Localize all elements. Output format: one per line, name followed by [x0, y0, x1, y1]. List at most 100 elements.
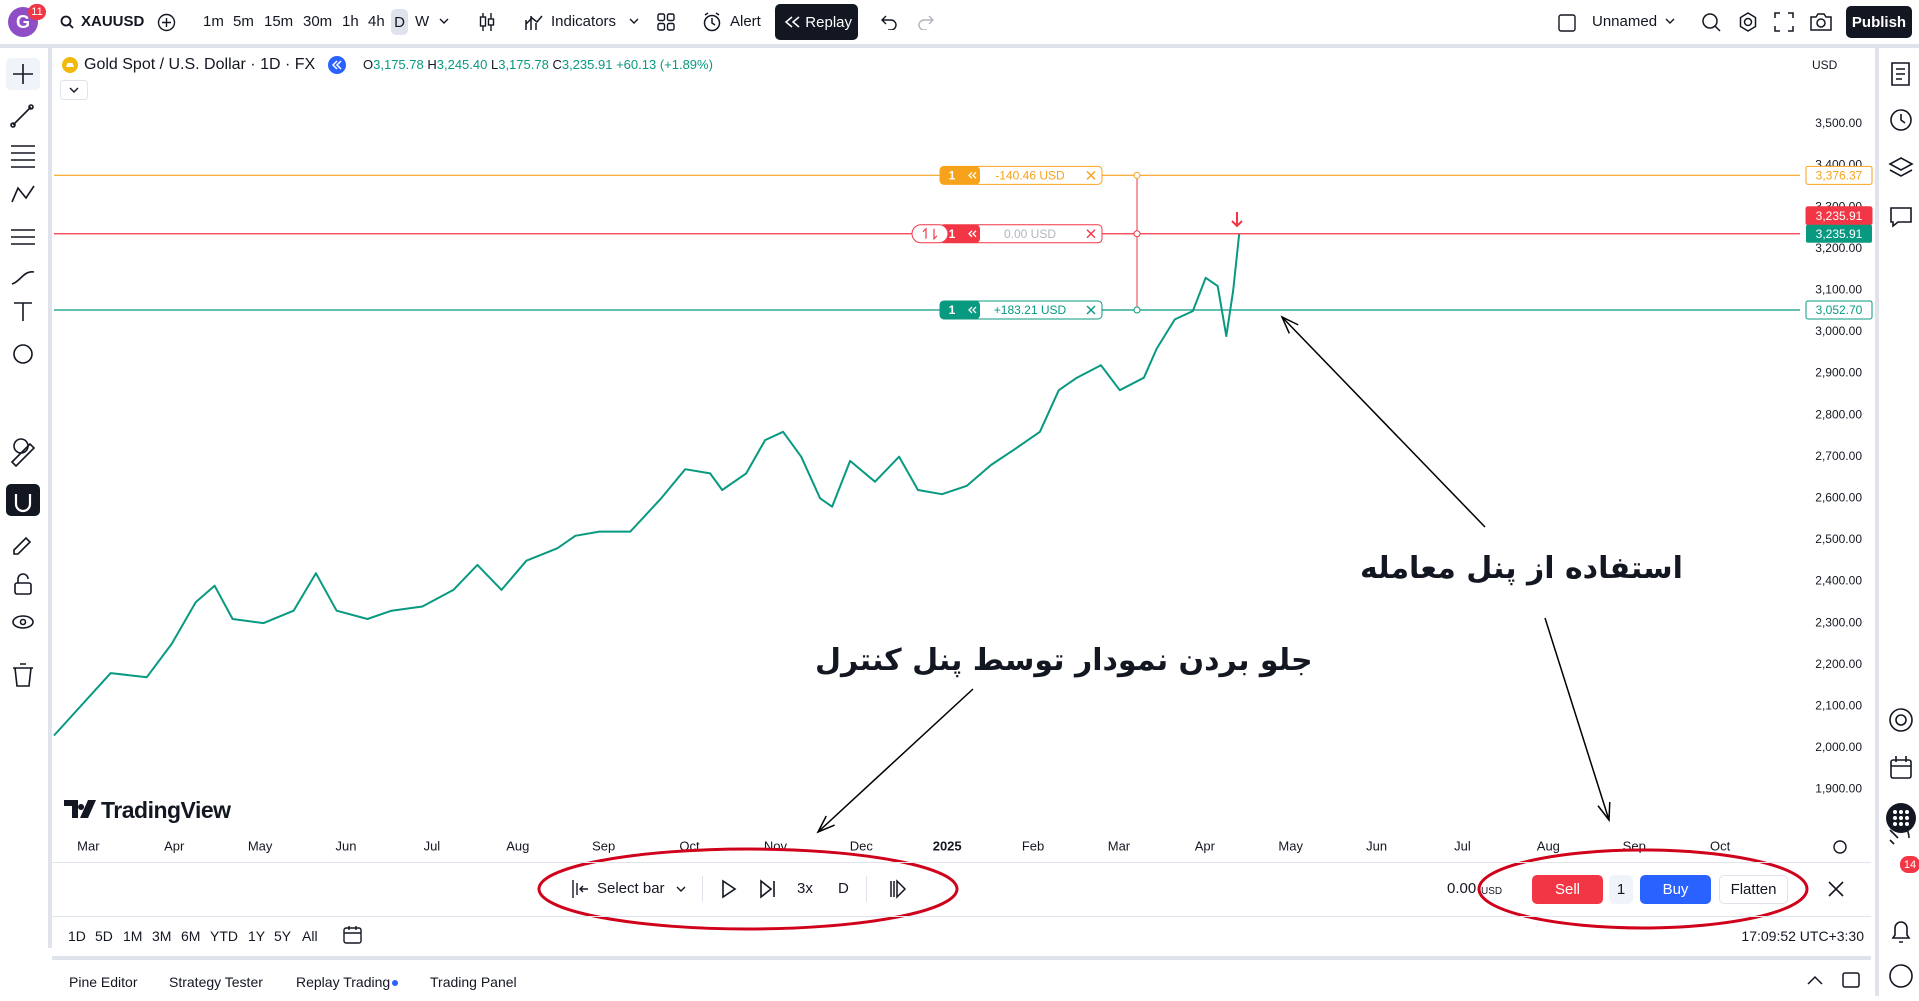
interval[interactable]: 4h	[368, 13, 385, 30]
close-replay[interactable]	[1828, 881, 1844, 897]
play-button[interactable]	[721, 879, 737, 899]
symbol[interactable]: XAUUSD	[81, 13, 145, 30]
magnet-tool[interactable]	[14, 494, 32, 513]
layers-icon[interactable]	[1888, 157, 1914, 177]
reverse-button[interactable]	[911, 224, 949, 244]
trendline-tool[interactable]	[12, 106, 32, 126]
undo-icon[interactable]	[880, 14, 898, 30]
interval[interactable]: 1h	[342, 13, 359, 30]
maximize-panel[interactable]	[1842, 972, 1860, 988]
visibility-tool[interactable]	[12, 615, 34, 629]
chat-icon[interactable]	[1890, 207, 1912, 228]
alerts-icon[interactable]	[1890, 109, 1912, 131]
brush-tool[interactable]	[11, 271, 35, 285]
help-icon[interactable]	[1889, 964, 1913, 988]
delete-tool[interactable]	[13, 663, 33, 687]
quick-search-icon[interactable]	[1700, 11, 1722, 33]
range[interactable]: 3M	[152, 928, 172, 944]
jump-realtime-button[interactable]	[889, 879, 907, 899]
legend-high: 3,245.40	[436, 57, 488, 72]
notifications-icon[interactable]	[1891, 921, 1911, 943]
range[interactable]: 1Y	[248, 928, 266, 944]
y-tick-label: 2,900.00	[1815, 366, 1862, 380]
tab[interactable]: Strategy Tester	[169, 974, 263, 990]
lock-draw-tool[interactable]	[13, 536, 32, 555]
pattern-tool[interactable]	[11, 185, 35, 203]
templates-icon[interactable]	[657, 13, 675, 31]
tab[interactable]: Pine Editor	[69, 974, 138, 990]
range[interactable]: 6M	[181, 928, 201, 944]
publish-button[interactable]: Publish	[1846, 6, 1912, 38]
price-axis-label: 3,052.70	[1816, 303, 1863, 317]
cursor-tool[interactable]	[13, 64, 33, 84]
range[interactable]: 1D	[68, 928, 86, 944]
forward-button[interactable]	[759, 879, 777, 899]
interval-button[interactable]: D	[838, 880, 849, 897]
layout-checkbox[interactable]	[1558, 14, 1576, 32]
chevron[interactable]	[675, 884, 687, 894]
forecast-tool[interactable]	[11, 229, 35, 245]
price-line	[53, 233, 1241, 737]
x-tick-label: Sep	[592, 838, 615, 853]
order-arrows	[968, 171, 977, 179]
range[interactable]: 5D	[95, 928, 113, 944]
range[interactable]: All	[302, 928, 318, 944]
chevron[interactable]	[1664, 16, 1676, 26]
replay-pnl: 0.00	[1447, 880, 1477, 897]
order-close	[1086, 229, 1096, 239]
sidebar-icons	[1886, 62, 1916, 988]
quantity[interactable]: 1	[1609, 875, 1633, 904]
zoom-tool[interactable]	[13, 438, 29, 454]
interval[interactable]: 5m	[233, 13, 254, 30]
legend-collapse[interactable]	[60, 80, 88, 100]
x-tick-label: Nov	[764, 838, 788, 853]
interval[interactable]: W	[415, 13, 430, 30]
snapshot-icon[interactable]	[1810, 12, 1832, 32]
redo-icon[interactable]	[917, 14, 935, 30]
select-bar-button[interactable]: Select bar	[597, 880, 665, 897]
speed-button[interactable]: 3x	[797, 880, 813, 897]
currency-selector[interactable]: USD	[1812, 58, 1838, 72]
collapse-panel[interactable]	[1806, 974, 1824, 986]
tab[interactable]: Replay Trading	[296, 974, 391, 990]
order-close	[1086, 170, 1096, 180]
tab[interactable]: Trading Panel	[430, 974, 517, 990]
interval[interactable]: 1m	[203, 13, 224, 30]
order-pnl: -140.46 USD	[995, 168, 1065, 182]
order-label[interactable]: 1 0.00 USD	[939, 224, 1103, 244]
sell-button[interactable]: Sell	[1532, 875, 1603, 904]
lock-tool[interactable]	[14, 582, 32, 595]
range[interactable]: YTD	[210, 928, 238, 944]
last-price-label: 3,235.91	[1816, 227, 1863, 241]
watchlist-icon[interactable]	[1891, 62, 1910, 86]
order-qty: 1	[949, 303, 956, 317]
axis-settings[interactable]	[1833, 840, 1847, 854]
interval[interactable]: 30m	[303, 13, 333, 30]
indicators-button[interactable]: Indicators	[551, 13, 617, 30]
goto-date[interactable]	[343, 925, 363, 945]
order-label[interactable]: 1 -140.46 USD	[939, 165, 1103, 185]
chevron[interactable]	[628, 16, 640, 26]
buy-button[interactable]: Buy	[1640, 875, 1711, 904]
add-symbol[interactable]	[157, 13, 176, 32]
annotation-arrowhead	[1280, 315, 1299, 334]
fullscreen-icon[interactable]	[1774, 12, 1794, 32]
flatten-button[interactable]: Flatten	[1719, 875, 1788, 904]
target-icon[interactable]	[1889, 708, 1913, 732]
layout-name[interactable]: Unnamed	[1592, 13, 1658, 30]
order-label[interactable]: 1 +183.21 USD	[939, 300, 1103, 320]
emoji-tool[interactable]	[13, 344, 33, 364]
interval[interactable]: 15m	[264, 13, 294, 30]
range[interactable]: 1M	[123, 928, 143, 944]
chart-type-icon[interactable]	[478, 11, 496, 33]
chevron[interactable]	[438, 16, 450, 26]
text-tool[interactable]	[14, 302, 32, 321]
calendar-icon[interactable]	[1890, 759, 1912, 779]
alert-button[interactable]: Alert	[730, 13, 761, 30]
replay-button[interactable]: Replay	[775, 4, 858, 40]
interval-active[interactable]: D	[391, 9, 408, 35]
settings-icon[interactable]	[1737, 11, 1759, 33]
range[interactable]: 5Y	[274, 928, 292, 944]
ruler-tool[interactable]	[10, 442, 36, 468]
fib-tool[interactable]	[11, 145, 35, 168]
